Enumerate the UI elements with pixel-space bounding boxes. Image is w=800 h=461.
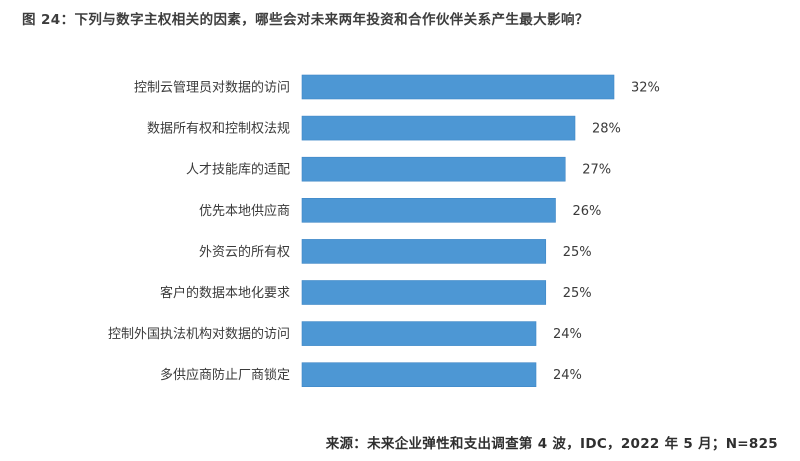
bar: [301, 74, 615, 100]
category-label: 优先本地供应商: [199, 203, 290, 219]
value-label: 25%: [563, 286, 592, 301]
value-label: 27%: [582, 163, 611, 178]
value-label: 32%: [631, 81, 660, 96]
bar: [301, 280, 547, 305]
category-label: 客户的数据本地化要求: [160, 285, 290, 301]
bar: [301, 321, 537, 346]
value-label: 25%: [563, 245, 592, 260]
category-label: 控制外国执法机构对数据的访问: [108, 326, 290, 342]
category-label: 控制云管理员对数据的访问: [134, 80, 290, 96]
value-label: 24%: [553, 368, 582, 383]
chart-title: 图 24：下列与数字主权相关的因素，哪些会对未来两年投资和合作伙伴关系产生最大影…: [22, 12, 589, 28]
bar: [301, 198, 556, 223]
bars-group: 控制云管理员对数据的访问 32% 数据所有权和控制权法规 28% 人才技能库的适配 27%…: [108, 74, 660, 388]
category-label: 人才技能库的适配: [186, 162, 290, 178]
category-label: 多供应商防止厂商锁定: [160, 367, 290, 383]
chart-source: 来源：未来企业弹性和支出调查第 4 波，IDC，2022 年 5 月；N=825: [325, 436, 778, 452]
bar: [301, 239, 547, 264]
value-label: 26%: [573, 204, 602, 219]
category-label: 外资云的所有权: [199, 244, 290, 260]
value-label: 24%: [553, 327, 582, 342]
bar: [301, 362, 537, 388]
value-label: 28%: [592, 122, 621, 137]
category-label: 数据所有权和控制权法规: [147, 121, 290, 137]
bar: [301, 115, 576, 141]
bar: [301, 156, 566, 182]
